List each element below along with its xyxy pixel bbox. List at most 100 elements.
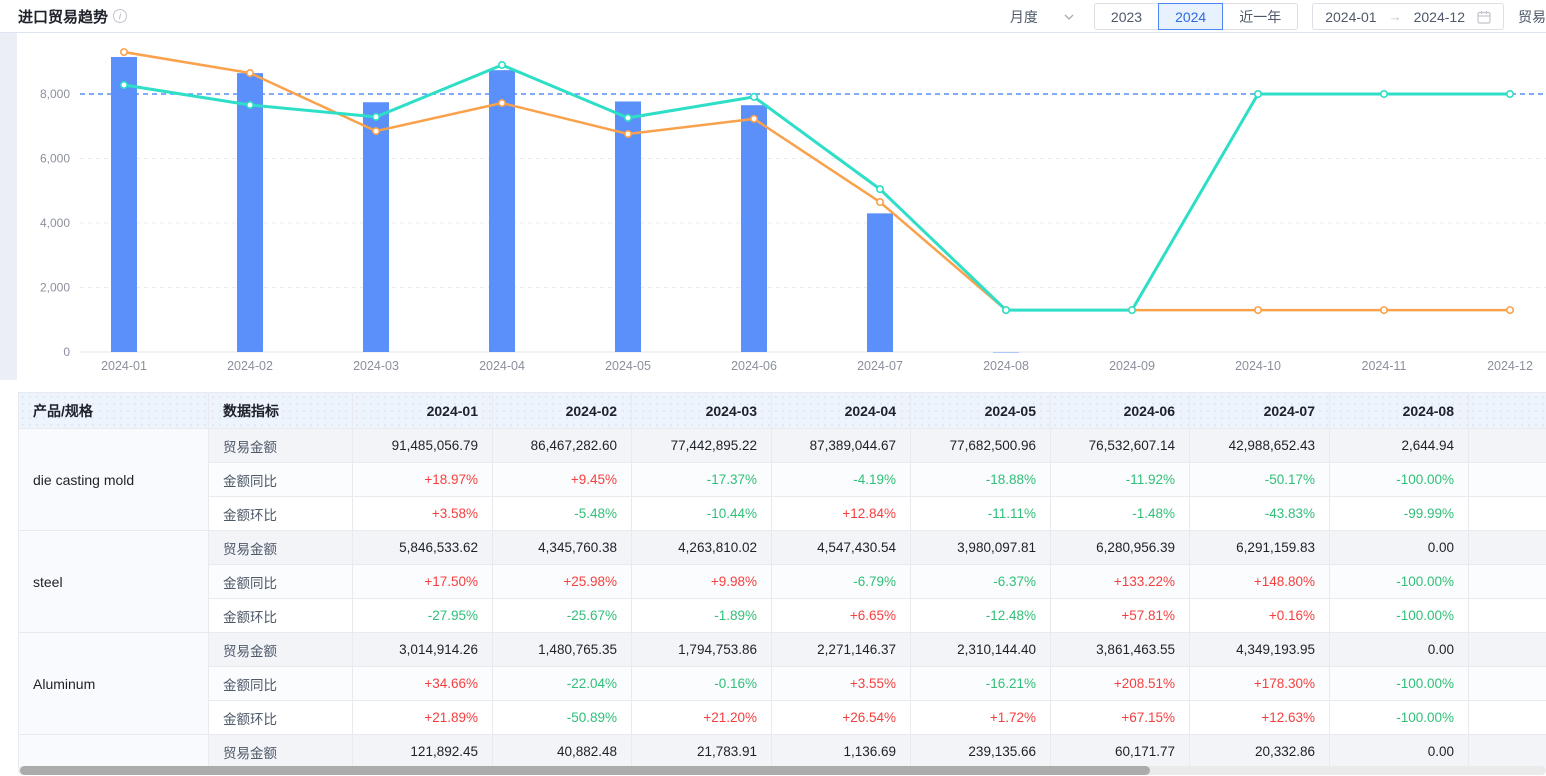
- teal-line[interactable]: [123, 63, 1510, 312]
- teal-line-point-2024-11[interactable]: [1380, 89, 1389, 98]
- period-select-value: 月度: [1009, 8, 1038, 25]
- empty-cell: [1468, 700, 1546, 735]
- value-cell: 3,014,914.26: [352, 632, 493, 667]
- orange-line-point-2024-02[interactable]: [246, 69, 255, 78]
- horizontal-scrollbar-track[interactable]: [18, 766, 1546, 775]
- empty-cell: [1468, 598, 1546, 633]
- value-cell: 0.00: [1329, 734, 1469, 768]
- orange-line-point-2024-07[interactable]: [875, 198, 884, 207]
- x-axis-tick: 2024-05: [605, 359, 651, 373]
- metric-label-cell: 金额环比: [208, 496, 353, 531]
- year-button-2024[interactable]: 2024: [1158, 3, 1224, 30]
- y-axis-tick: 0: [63, 345, 70, 359]
- value-cell: 2,644.94: [1329, 428, 1469, 463]
- orange-line-point-2024-03[interactable]: [371, 127, 380, 136]
- value-cell: 1,794,753.86: [631, 632, 772, 667]
- x-axis-tick: 2024-12: [1487, 359, 1533, 373]
- header-controls: 月度 2023 2024 近一年 2024-01 → 2024-12 贸易: [1000, 0, 1546, 33]
- info-icon[interactable]: i: [113, 9, 128, 23]
- x-axis-tick: 2024-06: [731, 359, 777, 373]
- header-month-2024-08: 2024-08: [1329, 392, 1469, 429]
- orange-line-point-2024-12[interactable]: [1506, 306, 1515, 315]
- teal-line-point-2024-10[interactable]: [1254, 89, 1263, 98]
- orange-line-point-2024-01[interactable]: [120, 48, 129, 57]
- value-cell: -100.00%: [1329, 564, 1469, 599]
- header-month-2024-05: 2024-05: [910, 392, 1051, 429]
- value-cell: -11.92%: [1050, 462, 1190, 497]
- value-cell: -16.21%: [910, 666, 1051, 701]
- orange-line-point-2024-06[interactable]: [749, 114, 758, 123]
- horizontal-scrollbar-thumb[interactable]: [20, 766, 1150, 775]
- table-row: steel 贸易金额 5,846,533.62 4,345,760.38 4,263,8…: [18, 530, 1546, 633]
- value-cell: 1,480,765.35: [492, 632, 632, 667]
- bar-2024-05[interactable]: [615, 101, 641, 353]
- teal-line-point-2024-01[interactable]: [120, 80, 129, 89]
- value-cell: 2,310,144.40: [910, 632, 1051, 667]
- value-cell: +3.55%: [771, 666, 911, 701]
- value-cell: 4,349,193.95: [1189, 632, 1330, 667]
- date-from[interactable]: 2024-01: [1325, 8, 1377, 25]
- teal-line-point-2024-08[interactable]: [1001, 306, 1010, 315]
- value-cell: -6.79%: [771, 564, 911, 599]
- orange-line-point-2024-05[interactable]: [623, 129, 632, 138]
- header-month-2024-02: 2024-02: [492, 392, 632, 429]
- metric-label-cell: 金额同比: [208, 666, 353, 701]
- trend-chart-canvas[interactable]: 0 2,000 4,000 6,000 8,000 2024-01 2024-02 2024-…: [18, 33, 1546, 380]
- table-row: die casting mold 贸易金额 91,485,056.79 86,467,…: [18, 428, 1546, 531]
- value-cell: 4,547,430.54: [771, 530, 911, 565]
- value-cell: 91,485,056.79: [352, 428, 493, 463]
- period-select[interactable]: 月度: [1004, 7, 1080, 27]
- year-button-2023[interactable]: 2023: [1093, 3, 1160, 30]
- value-cell: 6,280,956.39: [1050, 530, 1190, 565]
- teal-line-point-2024-04[interactable]: [497, 60, 506, 69]
- x-axis-tick: 2024-09: [1109, 359, 1155, 373]
- bar-2024-07[interactable]: [867, 213, 893, 352]
- value-cell: -50.89%: [492, 700, 632, 735]
- value-cell: +12.63%: [1189, 700, 1330, 735]
- value-cell: +12.84%: [771, 496, 911, 531]
- value-cell: 0.00: [1329, 530, 1469, 565]
- bar-2024-02[interactable]: [237, 73, 263, 352]
- teal-line-point-2024-02[interactable]: [246, 100, 255, 109]
- bar-2024-08[interactable]: [993, 351, 1019, 353]
- value-cell: 77,682,500.96: [910, 428, 1051, 463]
- value-cell: 5,846,533.62: [352, 530, 493, 565]
- teal-line-point-2024-03[interactable]: [371, 112, 380, 121]
- metric-label-cell: 金额同比: [208, 462, 353, 497]
- teal-line-point-2024-06[interactable]: [749, 92, 758, 101]
- trade-label-cut[interactable]: 贸易: [1518, 8, 1546, 25]
- bar-2024-03[interactable]: [363, 102, 389, 352]
- teal-line-point-2024-09[interactable]: [1128, 306, 1137, 315]
- metric-label-cell: 金额环比: [208, 598, 353, 633]
- orange-line-point-2024-11[interactable]: [1380, 306, 1389, 315]
- orange-line-point-2024-04[interactable]: [497, 99, 506, 108]
- calendar-icon[interactable]: [1477, 10, 1491, 24]
- value-cell: 2,271,146.37: [771, 632, 911, 667]
- product-cell: Aluminum: [18, 632, 209, 735]
- teal-line-point-2024-12[interactable]: [1506, 89, 1515, 98]
- value-cell: 6,291,159.83: [1189, 530, 1330, 565]
- header-empty: [1468, 392, 1546, 429]
- date-range-picker[interactable]: 2024-01 → 2024-12: [1312, 3, 1504, 30]
- bar-2024-06[interactable]: [741, 105, 767, 352]
- bar-2024-01[interactable]: [111, 56, 137, 353]
- value-cell: +21.20%: [631, 700, 772, 735]
- value-cell: +26.54%: [771, 700, 911, 735]
- value-cell: 87,389,044.67: [771, 428, 911, 463]
- value-cell: -17.37%: [631, 462, 772, 497]
- teal-line-point-2024-07[interactable]: [875, 185, 884, 194]
- year-button-group: 2023 2024 近一年: [1093, 3, 1299, 30]
- teal-line-point-2024-05[interactable]: [623, 113, 632, 122]
- value-cell: 4,263,810.02: [631, 530, 772, 565]
- metric-label-cell: 金额同比: [208, 564, 353, 599]
- value-cell: -12.48%: [910, 598, 1051, 633]
- bar-2024-04[interactable]: [489, 70, 515, 353]
- range-button-last-year[interactable]: 近一年: [1222, 3, 1299, 30]
- table-row: Aluminum 贸易金额 3,014,914.26 1,480,765.35 1,79…: [18, 632, 1546, 735]
- orange-line[interactable]: [123, 50, 1510, 312]
- value-cell: +1.72%: [910, 700, 1051, 735]
- left-edge-strip: [0, 33, 17, 380]
- date-to[interactable]: 2024-12: [1413, 8, 1465, 25]
- header-month-2024-06: 2024-06: [1050, 392, 1190, 429]
- orange-line-point-2024-10[interactable]: [1254, 306, 1263, 315]
